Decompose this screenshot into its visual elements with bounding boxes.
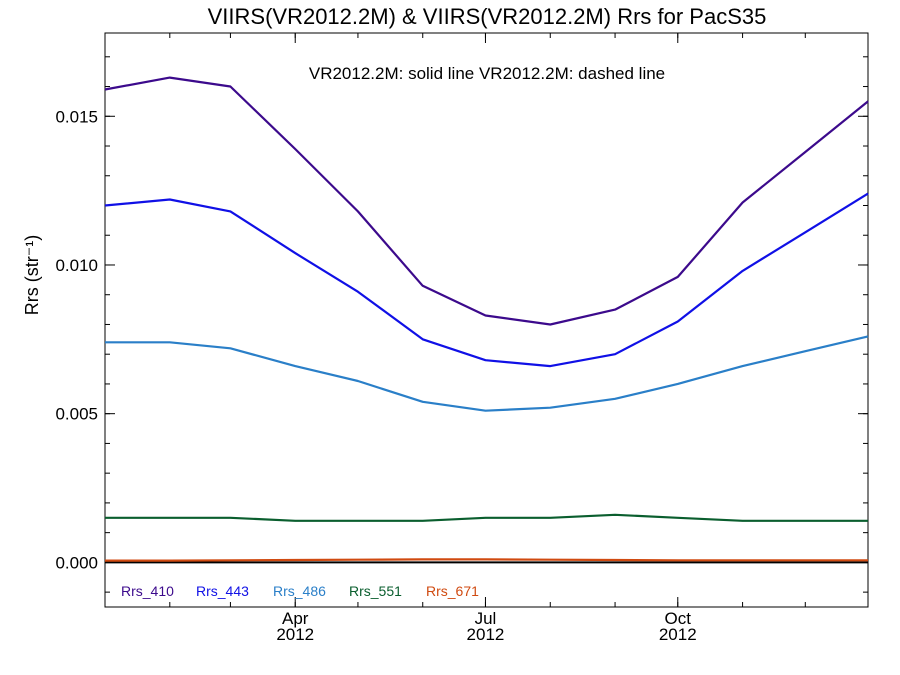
line-style-annotation: VR2012.2M: solid line VR2012.2M: dashed … bbox=[309, 64, 665, 83]
legend: Rrs_410 Rrs_443 Rrs_486 Rrs_551 Rrs_671 bbox=[121, 583, 479, 599]
series-line-rrs-551 bbox=[105, 513, 868, 522]
x-tick-label-month: Apr bbox=[282, 609, 309, 628]
x-tick-label-month: Oct bbox=[665, 609, 692, 628]
y-tick-label: 0.015 bbox=[55, 107, 98, 126]
series-line-rrs-486 bbox=[105, 335, 869, 412]
series-line-rrs-443 bbox=[104, 192, 869, 368]
legend-item-rrs-410: Rrs_410 bbox=[121, 583, 174, 599]
legend-item-rrs-551: Rrs_551 bbox=[349, 583, 402, 599]
series-line-rrs-410 bbox=[104, 76, 869, 326]
legend-item-rrs-671: Rrs_671 bbox=[426, 583, 479, 599]
y-tick-label: 0.005 bbox=[55, 405, 98, 424]
legend-item-rrs-443: Rrs_443 bbox=[196, 583, 249, 599]
x-tick-label-year: 2012 bbox=[659, 625, 697, 644]
y-tick-label: 0.000 bbox=[55, 553, 98, 572]
x-tick-label-year: 2012 bbox=[467, 625, 505, 644]
series-line-rrs-671 bbox=[105, 558, 868, 562]
chart-title: VIIRS(VR2012.2M) & VIIRS(VR2012.2M) Rrs … bbox=[208, 4, 767, 29]
legend-item-rrs-486: Rrs_486 bbox=[273, 583, 326, 599]
y-tick-label: 0.010 bbox=[55, 256, 98, 275]
y-tick-labels: 0.000 0.005 0.010 0.015 bbox=[55, 107, 98, 572]
plot-area bbox=[104, 32, 869, 608]
plot-frame bbox=[104, 32, 869, 608]
x-tick-label-month: Jul bbox=[475, 609, 497, 628]
x-tick-label-year: 2012 bbox=[276, 625, 314, 644]
series-layer bbox=[104, 76, 869, 562]
y-axis-label: Rrs (str⁻¹) bbox=[22, 235, 42, 315]
